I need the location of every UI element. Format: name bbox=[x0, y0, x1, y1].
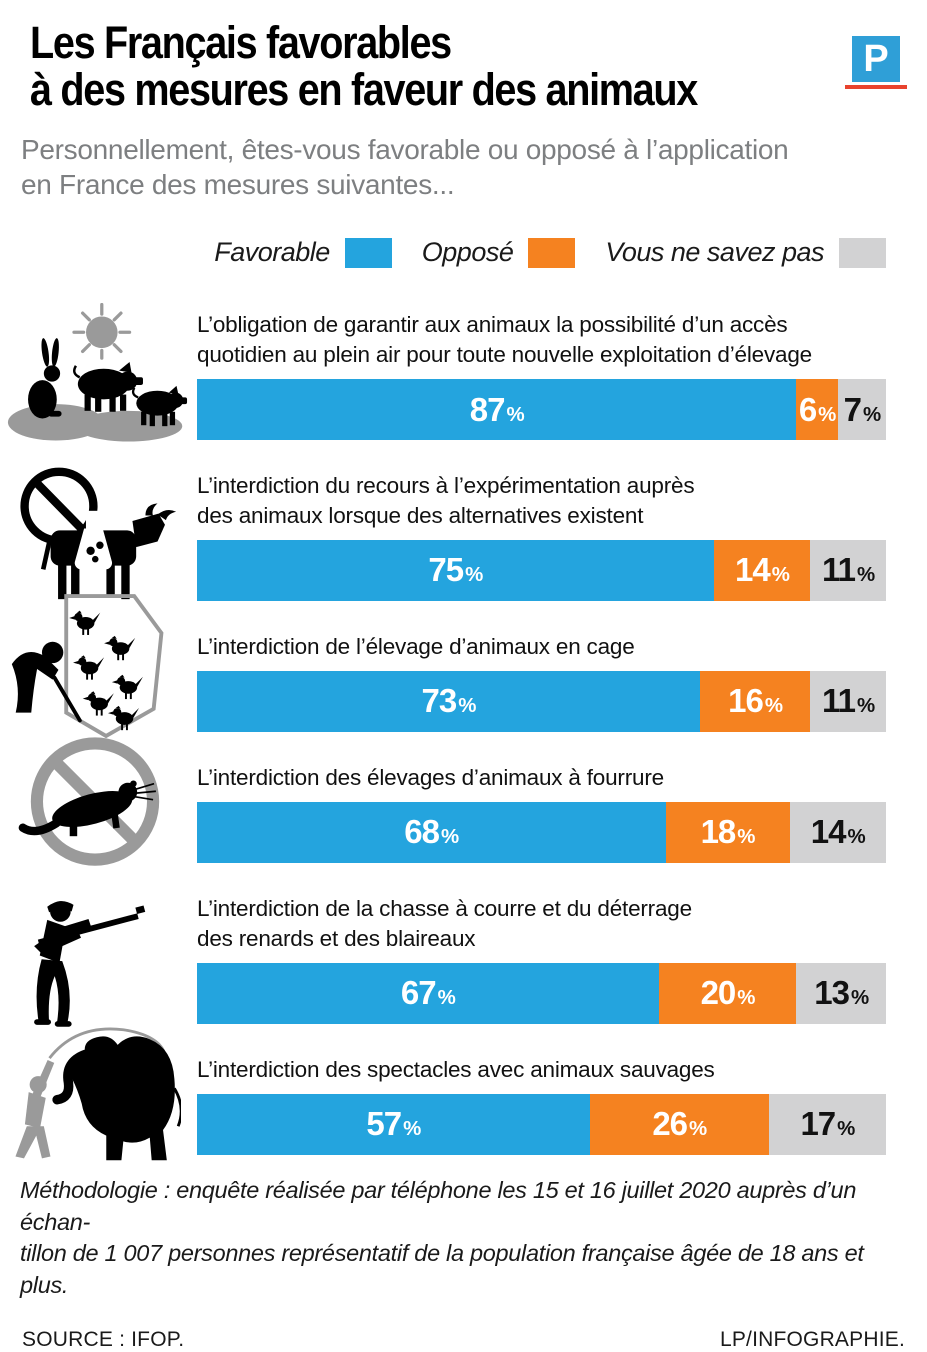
value-oppose: 14 bbox=[735, 551, 771, 589]
measure-question: L’interdiction des élevages d’animaux à … bbox=[197, 764, 664, 790]
measure-icon-cell bbox=[0, 594, 197, 739]
bar-segment-unknown: 17% bbox=[768, 1093, 886, 1155]
stacked-bar: 57% 26% 17% bbox=[197, 1093, 886, 1155]
measure-question: L’obligation de garantir aux animaux la … bbox=[197, 312, 812, 368]
bar-segment-favorable: 87% bbox=[197, 379, 797, 441]
survey-question-subtitle: Personnellement, êtes-vous favorable ou … bbox=[21, 133, 789, 201]
bar-segment-oppose: 14% bbox=[713, 539, 811, 601]
bar-segment-oppose: 6% bbox=[796, 379, 838, 441]
value-unknown: 11 bbox=[822, 682, 856, 720]
legend-item-favorable: Favorable bbox=[214, 237, 392, 268]
measure-icon-cell bbox=[0, 467, 197, 601]
no-animal-experimentation-cow-icon bbox=[20, 467, 177, 600]
value-unknown: 13 bbox=[814, 974, 850, 1012]
no-fur-farming-mink-icon bbox=[18, 737, 160, 866]
measure-icon-cell bbox=[0, 303, 197, 442]
stacked-bar: 73% 16% 11% bbox=[197, 670, 886, 732]
value-oppose: 26 bbox=[652, 1105, 688, 1143]
bar-segment-favorable: 73% bbox=[197, 670, 700, 732]
measure-question: L’interdiction de la chasse à courre et … bbox=[197, 895, 692, 951]
methodology-note: Méthodologie : enquête réalisée par télé… bbox=[20, 1176, 864, 1299]
legend-label-favorable: Favorable bbox=[214, 237, 330, 268]
infographic-credit: LP/INFOGRAPHIE. bbox=[719, 1328, 905, 1352]
legend-swatch-oppose bbox=[528, 237, 576, 268]
value-favorable: 75 bbox=[428, 551, 464, 589]
bar-segment-unknown: 13% bbox=[796, 962, 886, 1024]
value-oppose: 18 bbox=[700, 813, 737, 851]
value-oppose: 6 bbox=[798, 390, 817, 428]
measure-row-fur: L’interdiction des élevages d’animaux à … bbox=[0, 737, 927, 866]
logo-red-underline bbox=[845, 85, 907, 89]
measure-row-hunting: L’interdiction de la chasse à courre et … bbox=[0, 894, 927, 1027]
legend-label-oppose: Opposé bbox=[421, 237, 514, 268]
bar-segment-unknown: 11% bbox=[810, 670, 886, 732]
page-title: Les Français favorables à des mesures en… bbox=[30, 17, 822, 115]
circus-elephant-trainer-icon bbox=[15, 1027, 181, 1160]
hunter-rifle-icon bbox=[34, 900, 146, 1027]
legend-item-oppose: Opposé bbox=[422, 237, 576, 268]
measure-row-experimentation: L’interdiction du recours à l’expériment… bbox=[0, 467, 927, 601]
legend-label-unknown: Vous ne savez pas bbox=[605, 237, 824, 268]
chart-legend: Favorable Opposé Vous ne savez pas bbox=[0, 237, 886, 268]
measure-icon-cell bbox=[0, 1027, 197, 1160]
measure-icon-cell bbox=[0, 894, 197, 1027]
measure-question: L’interdiction de l’élevage d’animaux en… bbox=[197, 633, 635, 659]
value-favorable: 67 bbox=[400, 974, 437, 1012]
logo-letter: P bbox=[852, 36, 900, 82]
bar-segment-oppose: 18% bbox=[665, 801, 790, 863]
value-unknown: 14 bbox=[810, 813, 847, 851]
measure-row-circus: L’interdiction des spectacles avec anima… bbox=[0, 1027, 927, 1160]
value-oppose: 16 bbox=[728, 682, 764, 720]
bar-segment-unknown: 11% bbox=[810, 539, 886, 601]
value-unknown: 11 bbox=[822, 551, 856, 589]
legend-item-unknown: Vous ne savez pas bbox=[605, 237, 886, 268]
bar-segment-favorable: 68% bbox=[197, 801, 666, 863]
stacked-bar: 87% 6% 7% bbox=[197, 379, 886, 441]
bar-segment-oppose: 16% bbox=[699, 670, 811, 732]
legend-swatch-unknown bbox=[839, 237, 886, 268]
value-favorable: 73 bbox=[421, 682, 458, 720]
stacked-bar: 67% 20% 13% bbox=[197, 962, 886, 1024]
stacked-bar: 68% 18% 14% bbox=[197, 801, 886, 863]
measure-question: L’interdiction du recours à l’expériment… bbox=[197, 473, 695, 529]
title-line-2: à des mesures en faveur des animaux bbox=[30, 63, 698, 115]
value-favorable: 57 bbox=[366, 1105, 402, 1143]
value-unknown: 17 bbox=[800, 1105, 836, 1143]
value-unknown: 7 bbox=[843, 390, 862, 428]
le-parisien-logo: P bbox=[845, 36, 907, 89]
value-favorable: 68 bbox=[404, 813, 440, 851]
infographic-page: P Les Français favorables à des mesures … bbox=[0, 17, 927, 1351]
measure-question: L’interdiction des spectacles avec anima… bbox=[197, 1056, 715, 1082]
title-line-1: Les Français favorables bbox=[30, 17, 452, 68]
bar-segment-unknown: 14% bbox=[789, 801, 886, 863]
bar-segment-oppose: 26% bbox=[589, 1093, 769, 1155]
bar-segment-favorable: 57% bbox=[197, 1093, 590, 1155]
source-row: SOURCE : IFOP. LP/INFOGRAPHIE. bbox=[22, 1328, 905, 1352]
bar-segment-favorable: 67% bbox=[197, 962, 659, 1024]
farm-animals-outdoor-access-icon bbox=[7, 303, 188, 442]
legend-swatch-favorable bbox=[344, 237, 392, 268]
source-credit: SOURCE : IFOP. bbox=[22, 1328, 185, 1352]
measure-row-outdoor-access: L’obligation de garantir aux animaux la … bbox=[0, 303, 927, 442]
measure-row-cage: L’interdiction de l’élevage d’animaux en… bbox=[0, 594, 927, 739]
value-oppose: 20 bbox=[700, 974, 737, 1012]
measure-icon-cell bbox=[0, 737, 197, 866]
bar-segment-oppose: 20% bbox=[658, 962, 797, 1024]
bar-segment-favorable: 75% bbox=[197, 539, 714, 601]
value-favorable: 87 bbox=[469, 390, 506, 428]
caged-chickens-farmer-icon bbox=[11, 594, 164, 739]
bar-segment-unknown: 7% bbox=[837, 379, 886, 441]
stacked-bar: 75% 14% 11% bbox=[197, 539, 886, 601]
